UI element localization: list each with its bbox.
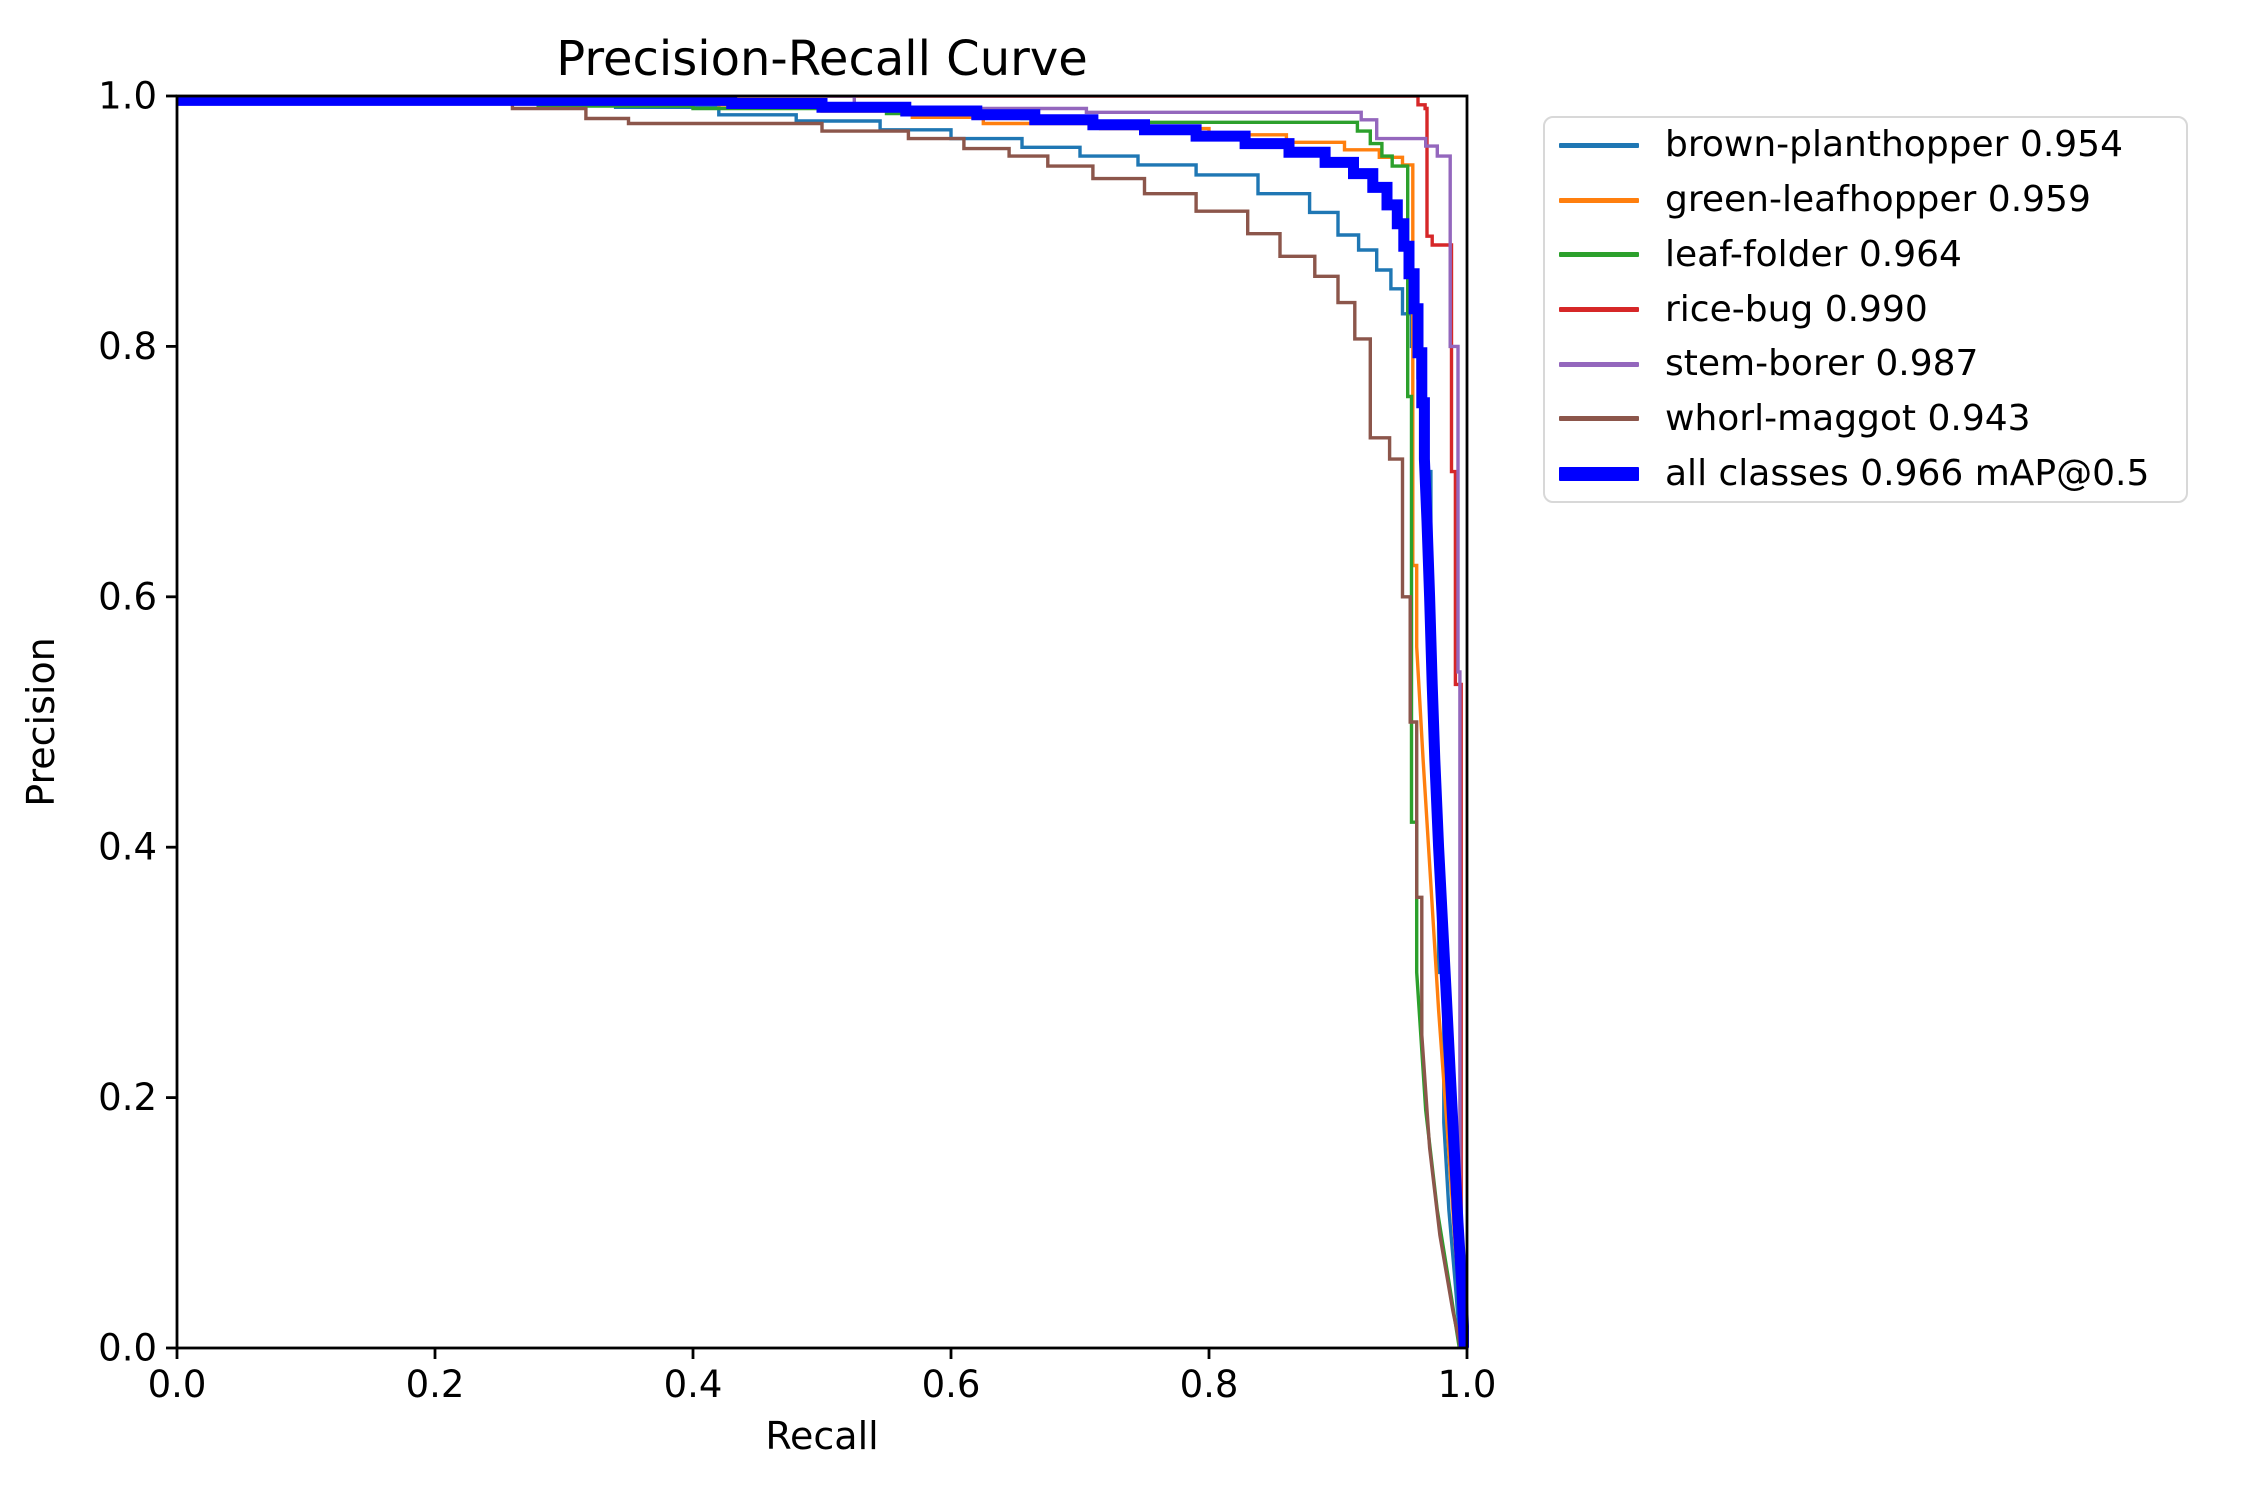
x-tick-label: 0.6 xyxy=(922,1363,981,1406)
y-tick-label: 0.4 xyxy=(98,826,157,869)
legend-label: green-leafhopper 0.959 xyxy=(1665,179,2091,221)
legend-item-leaf-folder: leaf-folder 0.964 xyxy=(1545,227,2186,282)
legend-item-stem-borer: stem-borer 0.987 xyxy=(1545,337,2186,392)
pr-curve-leaf-folder xyxy=(177,96,1461,1349)
legend-line-sample xyxy=(1559,142,1639,148)
legend-line-sample xyxy=(1559,416,1639,422)
pr-curve-rice-bug xyxy=(177,96,1463,1348)
x-tick-label: 0.2 xyxy=(406,1363,465,1406)
legend-label: rice-bug 0.990 xyxy=(1665,288,1928,330)
x-tick-label: 1.0 xyxy=(1438,1363,1497,1406)
legend-line-sample xyxy=(1559,466,1639,481)
legend-item-rice-bug: rice-bug 0.990 xyxy=(1545,282,2186,337)
pr-curve-stem-borer xyxy=(177,96,1462,1348)
y-tick-label: 0.8 xyxy=(98,325,157,368)
legend-item-brown-planthopper: brown-planthopper 0.954 xyxy=(1545,118,2186,173)
axes-frame xyxy=(175,94,1469,1350)
y-tick-label: 1.0 xyxy=(98,75,157,118)
x-tick-label: 0.0 xyxy=(148,1363,207,1406)
legend-box: brown-planthopper 0.954 green-leafhopper … xyxy=(1543,116,2188,503)
legend-label: all classes 0.966 mAP@0.5 xyxy=(1665,452,2150,494)
x-axis-label: Recall xyxy=(765,1414,879,1458)
x-tick-label: 0.4 xyxy=(664,1363,723,1406)
legend-label: whorl-maggot 0.943 xyxy=(1665,397,2031,439)
chart-title: Precision-Recall Curve xyxy=(556,31,1088,87)
pr-curve-whorl-maggot xyxy=(177,96,1463,1349)
legend-line-sample xyxy=(1559,197,1639,203)
pr-curve-brown-planthopper xyxy=(177,96,1463,1349)
legend-line-sample xyxy=(1559,307,1639,312)
legend-item-all-classes: all classes 0.966 mAP@0.5 xyxy=(1545,446,2186,501)
legend-label: stem-borer 0.987 xyxy=(1665,343,1979,385)
curves-layer xyxy=(177,96,1469,1349)
y-tick-label: 0.6 xyxy=(98,575,157,618)
legend-item-whorl-maggot: whorl-maggot 0.943 xyxy=(1545,392,2186,447)
legend-line-sample xyxy=(1559,252,1639,258)
legend-label: leaf-folder 0.964 xyxy=(1665,233,1962,275)
y-axis-label: Precision xyxy=(19,637,64,807)
y-tick-label: 0.2 xyxy=(98,1076,157,1119)
legend-item-green-leafhopper: green-leafhopper 0.959 xyxy=(1545,173,2186,228)
pr-curve-green-leafhopper xyxy=(177,96,1464,1348)
y-tick-label: 0.0 xyxy=(98,1327,157,1370)
pr-curve-all-classes xyxy=(177,96,1469,1349)
legend-label: brown-planthopper 0.954 xyxy=(1665,124,2123,166)
x-tick-label: 0.8 xyxy=(1180,1363,1239,1406)
legend-line-sample xyxy=(1559,361,1639,367)
